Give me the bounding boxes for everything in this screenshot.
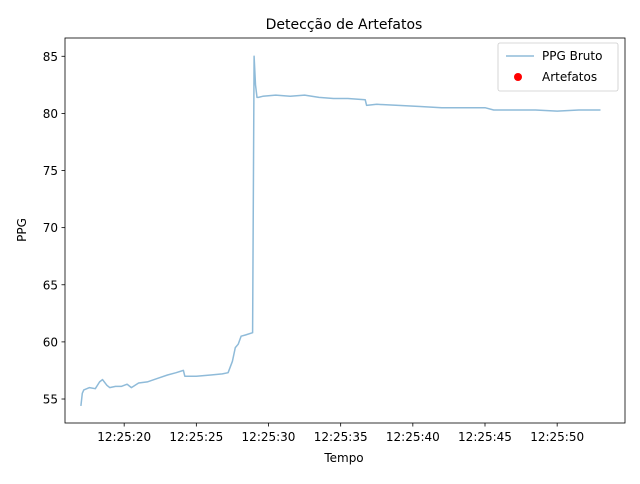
x-axis: 12:25:20 12:25:25 12:25:30 12:25:35 12:25:40…	[97, 423, 584, 444]
x-tick-label: 12:25:25	[169, 430, 223, 444]
y-tick-label: 70	[43, 221, 58, 235]
x-tick-label: 12:25:30	[242, 430, 296, 444]
legend-dot-icon	[514, 73, 522, 81]
axes-frame	[64, 37, 626, 424]
y-tick-label: 55	[43, 393, 58, 407]
x-tick-label: 12:25:40	[386, 430, 440, 444]
chart-title: Detecção de Artefatos	[266, 17, 423, 33]
x-tick-label: 12:25:45	[458, 430, 512, 444]
plot-area	[80, 55, 601, 406]
x-tick-label: 12:25:35	[314, 430, 368, 444]
legend: PPG Bruto Artefatos	[497, 42, 619, 92]
legend-label-ppg: PPG Bruto	[542, 49, 602, 63]
x-axis-label: Tempo	[323, 451, 363, 465]
y-tick-label: 85	[43, 50, 58, 64]
x-tick-label: 12:25:50	[530, 430, 584, 444]
legend-box	[497, 42, 619, 92]
y-tick-label: 75	[43, 164, 58, 178]
y-axis-label: PPG	[15, 218, 29, 242]
legend-label-artefatos: Artefatos	[542, 70, 597, 84]
y-axis: 55 60 65 70 75 80 85	[43, 50, 65, 407]
y-tick-label: 60	[43, 335, 58, 349]
y-tick-label: 65	[43, 278, 58, 292]
y-tick-label: 80	[43, 107, 58, 121]
x-tick-label: 12:25:20	[97, 430, 151, 444]
series-line-ppg-bruto	[80, 55, 601, 406]
